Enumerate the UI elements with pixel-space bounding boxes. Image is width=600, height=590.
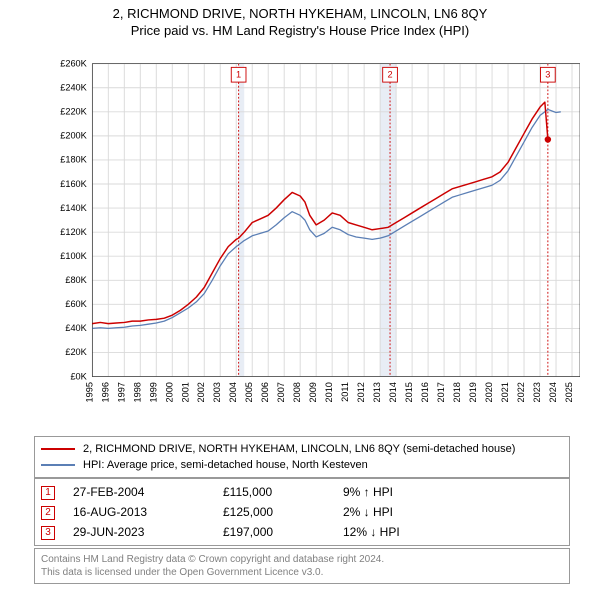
svg-text:£100K: £100K [60,251,87,261]
svg-text:2015: 2015 [404,382,414,402]
svg-text:2013: 2013 [372,382,382,402]
svg-text:2008: 2008 [292,382,302,402]
svg-text:2022: 2022 [516,382,526,402]
legend-label: 2, RICHMOND DRIVE, NORTH HYKEHAM, LINCOL… [83,443,515,455]
event-delta: 9% ↑ HPI [343,483,563,502]
event-row: 2 16-AUG-2013£125,0002% ↓ HPI [41,503,563,523]
svg-text:1: 1 [236,70,241,80]
event-marker: 3 [41,526,55,540]
svg-text:2010: 2010 [324,382,334,402]
svg-text:2019: 2019 [468,382,478,402]
svg-text:1997: 1997 [116,382,126,402]
legend: 2, RICHMOND DRIVE, NORTH HYKEHAM, LINCOL… [34,436,570,478]
chart-area: £0K £20K £40K £60K £80K £100K £120K £140K £160K £… [50,48,580,418]
event-date: 27-FEB-2004 [73,483,223,502]
svg-text:1996: 1996 [100,382,110,402]
svg-text:£180K: £180K [60,155,87,165]
svg-text:2011: 2011 [340,382,350,402]
svg-text:2005: 2005 [244,382,254,402]
event-date: 16-AUG-2013 [73,503,223,522]
event-marker: 1 [41,486,55,500]
event-price: £115,000 [223,483,343,502]
svg-text:£20K: £20K [65,347,87,357]
plot-svg: £0K £20K £40K £60K £80K £100K £120K £140K £160K £… [50,48,580,418]
svg-text:2021: 2021 [500,382,510,402]
svg-text:£240K: £240K [60,83,87,93]
event-delta: 2% ↓ HPI [343,503,563,522]
svg-text:2020: 2020 [484,382,494,402]
svg-text:1999: 1999 [148,382,158,402]
legend-swatch [41,448,75,450]
svg-text:2014: 2014 [388,382,398,402]
svg-text:2007: 2007 [276,382,286,402]
svg-text:1995: 1995 [84,382,94,402]
attribution: Contains HM Land Registry data © Crown c… [34,548,570,584]
legend-label: HPI: Average price, semi-detached house,… [83,459,368,471]
title-block: 2, RICHMOND DRIVE, NORTH HYKEHAM, LINCOL… [0,0,600,38]
event-row: 3 29-JUN-2023£197,00012% ↓ HPI [41,523,563,543]
svg-text:1998: 1998 [132,382,142,402]
legend-row: 2, RICHMOND DRIVE, NORTH HYKEHAM, LINCOL… [41,441,563,457]
svg-text:£160K: £160K [60,179,87,189]
title-line2: Price paid vs. HM Land Registry's House … [0,23,600,38]
attribution-line2: This data is licensed under the Open Gov… [41,566,563,579]
svg-text:2024: 2024 [548,382,558,402]
svg-text:£60K: £60K [65,299,87,309]
legend-swatch [41,464,75,466]
event-marker: 2 [41,506,55,520]
chart-container: 2, RICHMOND DRIVE, NORTH HYKEHAM, LINCOL… [0,0,600,590]
svg-text:£220K: £220K [60,107,87,117]
svg-text:2006: 2006 [260,382,270,402]
event-price: £125,000 [223,503,343,522]
svg-text:£120K: £120K [60,227,87,237]
event-row: 1 27-FEB-2004£115,0009% ↑ HPI [41,483,563,503]
svg-text:2023: 2023 [532,382,542,402]
svg-text:2016: 2016 [420,382,430,402]
svg-text:2009: 2009 [308,382,318,402]
svg-text:2000: 2000 [164,382,174,402]
event-date: 29-JUN-2023 [73,523,223,542]
svg-text:£140K: £140K [60,203,87,213]
svg-text:2018: 2018 [452,382,462,402]
svg-text:£0K: £0K [70,371,87,381]
svg-text:2002: 2002 [196,382,206,402]
legend-row: HPI: Average price, semi-detached house,… [41,457,563,473]
event-price: £197,000 [223,523,343,542]
events-table: 1 27-FEB-2004£115,0009% ↑ HPI 2 16-AUG-2013… [34,478,570,546]
svg-text:£200K: £200K [60,131,87,141]
svg-text:2: 2 [387,70,392,80]
title-line1: 2, RICHMOND DRIVE, NORTH HYKEHAM, LINCOL… [0,6,600,21]
svg-text:£260K: £260K [60,58,87,68]
svg-text:£40K: £40K [65,323,87,333]
svg-text:2001: 2001 [180,382,190,402]
svg-text:2012: 2012 [356,382,366,402]
svg-text:3: 3 [545,70,550,80]
svg-text:2025: 2025 [564,382,574,402]
attribution-line1: Contains HM Land Registry data © Crown c… [41,553,563,566]
svg-text:2003: 2003 [212,382,222,402]
event-delta: 12% ↓ HPI [343,523,563,542]
svg-text:2004: 2004 [228,382,238,402]
svg-text:2017: 2017 [436,382,446,402]
svg-text:£80K: £80K [65,275,87,285]
